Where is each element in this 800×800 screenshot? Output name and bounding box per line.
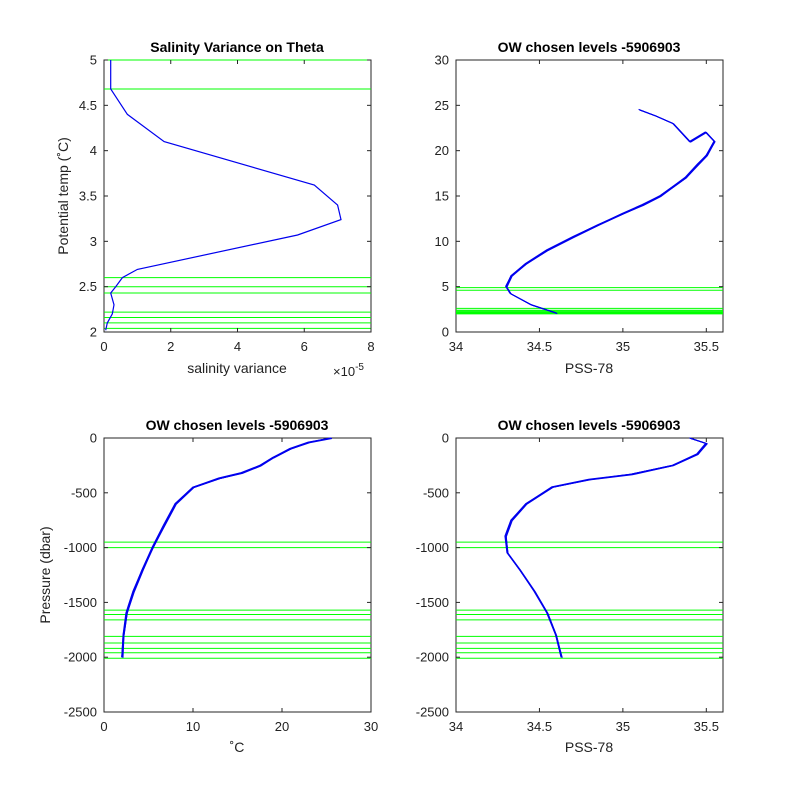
x-tick-label: 35.5 (694, 339, 719, 354)
panel-salinity-theta: OW chosen levels -5906903 34 34.5 35 35.5 0 5… (435, 39, 724, 376)
panel2-xlabel: PSS-78 (565, 360, 613, 376)
panel3-axes (103, 437, 372, 713)
x-tick-label: 30 (364, 719, 378, 734)
y-tick-label: 2.5 (79, 279, 97, 294)
panel3-ylabel: Pressure (dbar) (37, 526, 53, 623)
panel1-title: Salinity Variance on Theta (150, 39, 324, 55)
y-tick-label: -1000 (416, 540, 449, 555)
x-tick-label: 4 (234, 339, 241, 354)
y-tick-label: -1000 (64, 540, 97, 555)
panel-temperature-pressure: OW chosen levels -5906903 0 10 20 30 0 -500 -1… (37, 417, 378, 755)
x-tick-label: 10 (186, 719, 200, 734)
panel3-ticks: 0 10 20 30 0 -500 -1000 -1500 -2000 -2500 (64, 431, 378, 735)
y-tick-label: -2000 (416, 650, 449, 665)
x-tick-label: 34 (449, 339, 463, 354)
y-tick-label: -2500 (416, 705, 449, 720)
x-tick-label: 0 (100, 719, 107, 734)
panel1-ticks: 0 2 4 6 822.533.544.55 (79, 53, 375, 355)
panel-salinity-variance: Salinity Variance on Theta 0 2 4 6 822.533.5… (55, 39, 375, 379)
x-tick-label: 2 (167, 339, 174, 354)
x-tick-label: 35 (616, 719, 630, 734)
profile-line (122, 438, 333, 658)
y-tick-label: -500 (423, 485, 449, 500)
y-tick-label: -2500 (64, 705, 97, 720)
x-tick-label: 34.5 (527, 339, 552, 354)
panel2-ticks: 34 34.5 35 35.5 0 5 10 15 20 25 30 (435, 53, 723, 354)
y-tick-label: 3 (90, 234, 97, 249)
x-tick-label: 35 (616, 339, 630, 354)
y-tick-label: 4 (90, 143, 97, 158)
panel1-xlabel: salinity variance (187, 360, 287, 376)
panel2-levels (456, 287, 723, 315)
profile-line (505, 438, 709, 658)
profile-line (506, 109, 716, 315)
x-tick-label: 35.5 (694, 719, 719, 734)
panel3-levels (104, 541, 371, 659)
panel1-axes (103, 59, 372, 333)
panel3-title: OW chosen levels -5906903 (146, 417, 329, 433)
y-tick-label: 20 (435, 143, 449, 158)
y-tick-label: 2 (90, 325, 97, 340)
x-tick-label: 0 (100, 339, 107, 354)
panel2-axes (455, 59, 724, 333)
panel-salinity-pressure: OW chosen levels -5906903 34 34.5 35 35.5 0 -… (416, 417, 724, 755)
panel4-title: OW chosen levels -5906903 (498, 417, 681, 433)
panel1-ylabel: Potential temp (˚C) (55, 137, 71, 254)
panel4-levels (456, 541, 723, 659)
y-tick-label: 25 (435, 98, 449, 113)
panel4-axes (455, 437, 724, 713)
y-tick-label: -1500 (64, 595, 97, 610)
y-tick-label: 0 (442, 431, 449, 446)
y-tick-label: 3.5 (79, 189, 97, 204)
profile-line (105, 60, 342, 331)
panel4-profiles (504, 437, 709, 658)
panel1-x-exponent-base: ×10 (333, 364, 355, 379)
y-tick-label: -500 (71, 485, 97, 500)
x-tick-label: 20 (275, 719, 289, 734)
x-tick-label: 6 (301, 339, 308, 354)
x-tick-label: 8 (367, 339, 374, 354)
y-tick-label: 5 (90, 53, 97, 68)
y-tick-label: 0 (90, 431, 97, 446)
panel1-x-exponent-power: -5 (355, 362, 364, 373)
y-tick-label: -2000 (64, 650, 97, 665)
y-tick-label: 4.5 (79, 98, 97, 113)
x-tick-label: 34.5 (527, 719, 552, 734)
y-tick-label: 0 (442, 325, 449, 340)
panel4-ticks: 34 34.5 35 35.5 0 -500 -1000 -1500 -2000 -2500 (416, 431, 723, 734)
panel3-xlabel: ˚C (230, 739, 245, 755)
y-tick-label: 5 (442, 279, 449, 294)
panel1-x-exponent: ×10-5 (333, 362, 364, 379)
panel2-title: OW chosen levels -5906903 (498, 39, 681, 55)
panel3-profiles (121, 437, 333, 658)
y-tick-label: 10 (435, 234, 449, 249)
x-tick-label: 34 (449, 719, 463, 734)
y-tick-label: -1500 (416, 595, 449, 610)
panel2-profiles (505, 108, 716, 315)
panel4-xlabel: PSS-78 (565, 739, 613, 755)
y-tick-label: 15 (435, 189, 449, 204)
y-tick-label: 30 (435, 53, 449, 68)
panel1-profiles (105, 60, 342, 331)
